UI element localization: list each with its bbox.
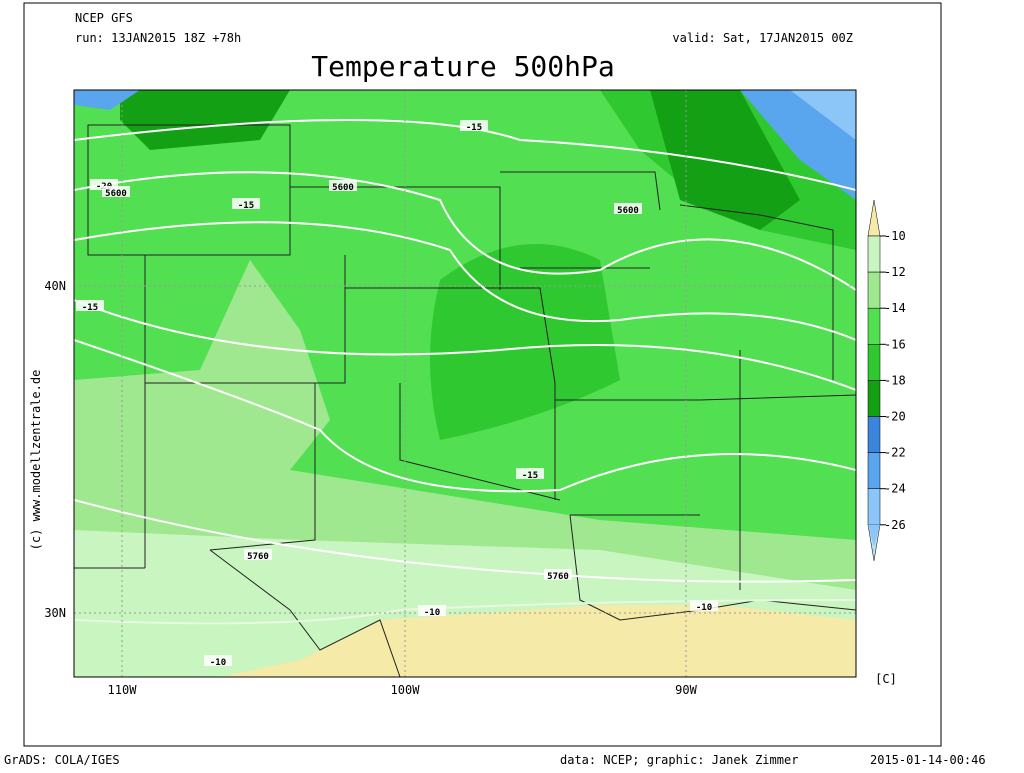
contour-label: -10 [210, 658, 226, 668]
field-region [74, 90, 856, 200]
contour-label: -10 [424, 608, 440, 618]
colorbar-segment [867, 452, 881, 489]
contour-label: -15 [466, 123, 482, 133]
colorbar-segment [867, 307, 881, 345]
colorbar-tick-label: -26 [884, 518, 906, 532]
field-region [430, 244, 620, 440]
run-info: run: 13JAN2015 18Z +78h [75, 31, 241, 45]
lat-label: 40N [44, 279, 66, 293]
contour-label-bg [460, 120, 488, 131]
colorbar-tick-label: -12 [884, 265, 906, 279]
map-area [74, 90, 856, 677]
field-region [220, 605, 856, 677]
footer-source: data: NCEP; graphic: Janek Zimmer [560, 753, 798, 767]
colorbar-segment [867, 235, 881, 273]
colorbar-segment [867, 380, 881, 417]
field-region [120, 90, 800, 230]
colorbar-tick-label: -24 [884, 482, 906, 496]
colorbar-tick-label: -14 [884, 301, 906, 315]
field-region [790, 90, 856, 140]
credit: (c) www.modellzentrale.de [29, 370, 43, 551]
contour-label-bg [232, 198, 260, 209]
contour-label: -15 [522, 471, 538, 481]
colorbar-tick-label: -18 [884, 373, 906, 387]
unit-label: [C] [875, 672, 897, 686]
lat-label: 30N [44, 606, 66, 620]
frame [23, 2, 942, 747]
colorbar-tick-label: -20 [884, 410, 906, 424]
model-name: NCEP GFS [75, 11, 133, 25]
colorbar-triangle [868, 524, 880, 547]
valid-time: valid: Sat, 17JAN2015 00Z [672, 31, 853, 45]
colorbar-segment [867, 416, 881, 453]
contour-label: 5760 [247, 552, 269, 562]
colorbar-tick-label: -22 [884, 446, 906, 460]
contour-label-bg [102, 186, 130, 197]
contour-label: -10 [696, 603, 712, 613]
contour-label: -15 [82, 303, 98, 313]
contour-label: 5600 [617, 206, 639, 216]
contour-label-bg [544, 569, 572, 580]
contour-label: 5600 [105, 189, 127, 199]
contour-label: 5760 [547, 572, 569, 582]
field-region [74, 90, 856, 250]
colorbar-segment [867, 488, 881, 526]
contour-label-bg [418, 605, 446, 616]
contour-label-bg [90, 179, 118, 190]
lon-label: 110W [108, 683, 138, 697]
footer-software: GrADS: COLA/IGES [4, 753, 120, 767]
contour-label-bg [204, 655, 232, 666]
contour-label-bg [76, 300, 104, 311]
lon-label: 100W [391, 683, 421, 697]
colorbar-tick-label: -16 [884, 337, 906, 351]
footer-timestamp: 2015-01-14-00:46 [870, 753, 986, 767]
colorbar-segment [867, 271, 881, 309]
borders [74, 124, 856, 677]
contour-label: -15 [238, 201, 254, 211]
colorbar-tick-label: -10 [884, 229, 906, 243]
contour-label-bg [329, 180, 357, 191]
contour-label-bg [690, 600, 718, 611]
contour-label: 5600 [332, 183, 354, 193]
map-title: Temperature 500hPa [311, 50, 614, 83]
colorbar-triangle [867, 199, 881, 237]
contour-label-bg [244, 549, 272, 560]
map-border [73, 89, 857, 678]
colorbar-segment [867, 344, 881, 381]
lon-label: 90W [675, 683, 697, 697]
contour-label-bg [516, 468, 544, 479]
contour-label-bg [614, 203, 642, 214]
